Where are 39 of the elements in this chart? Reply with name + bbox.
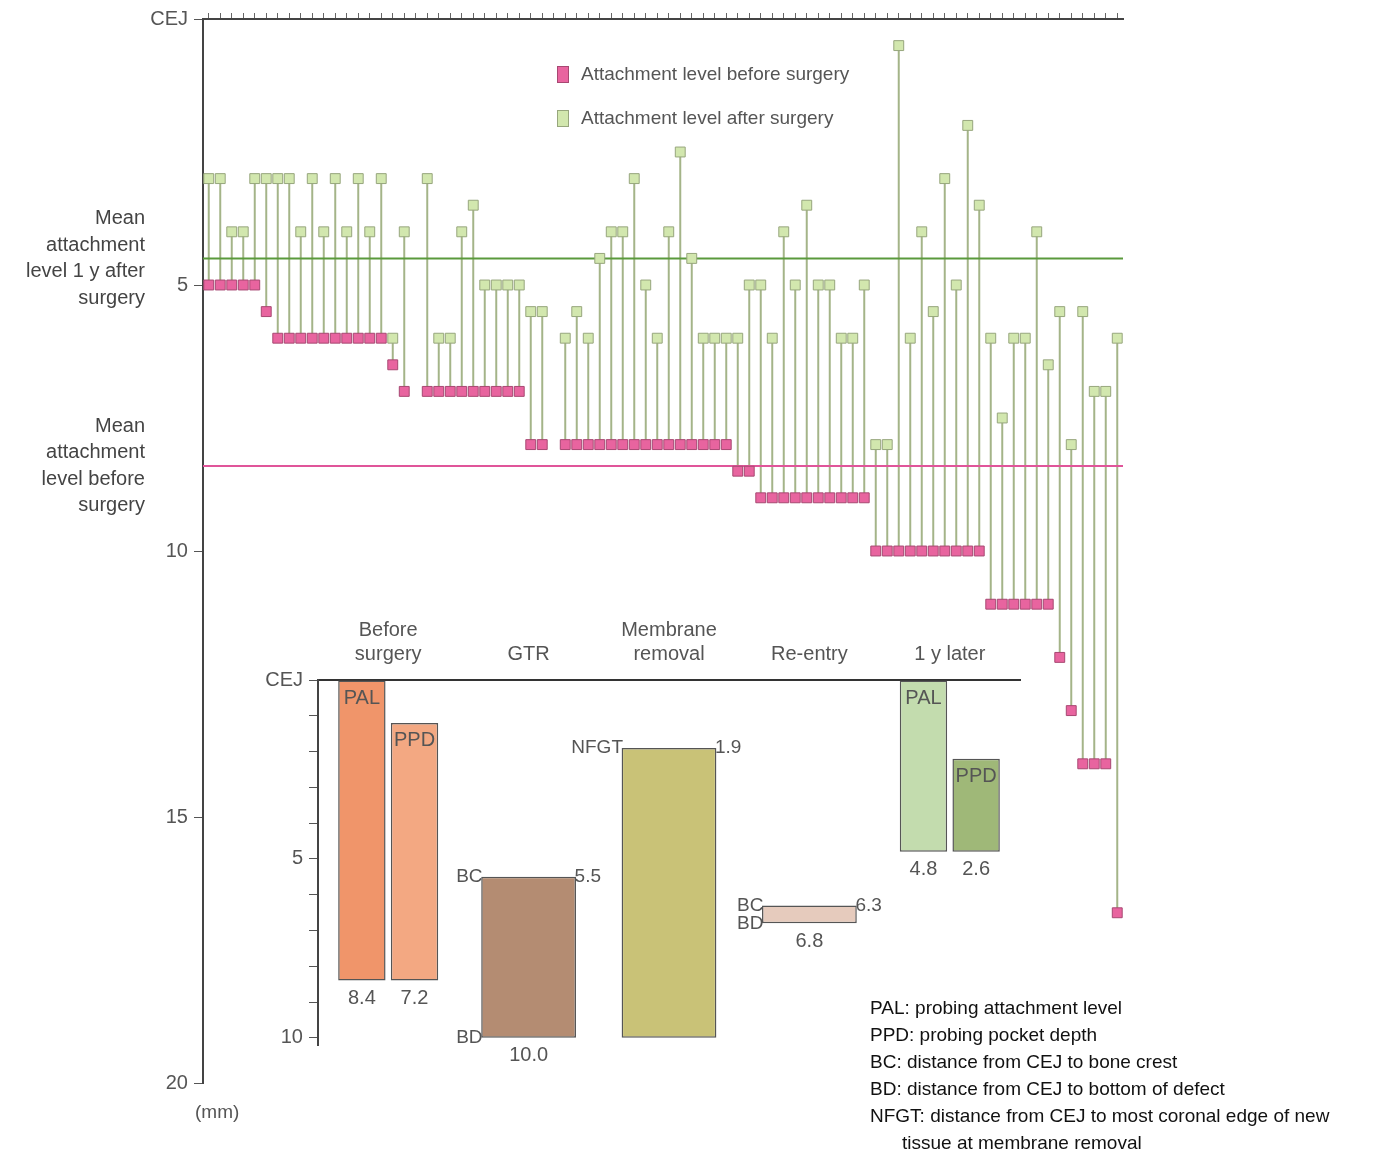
annotation: PAL: probing attachment level [870,996,1124,1020]
data-label: 6.8 [795,928,824,951]
y-tick-label: 20 [165,1070,188,1093]
y-tick-label: 10 [280,1025,303,1048]
text: (mm) [195,1101,240,1123]
annotation: NFGT [571,736,624,758]
x-tick-label: Re-entry [771,641,848,664]
annotation: BD [456,1026,483,1048]
text: PAL [905,686,942,709]
x-tick-label: 1 y later [914,641,986,664]
ref-line-label: Mean attachment level 1 y after surgery [26,206,146,308]
x-tick-label: Before surgery [354,617,422,664]
legend-label: Attachment level after surgery [581,107,834,129]
series-label: PAL [343,686,381,709]
y-tick-label: CEJ [150,6,188,29]
x-tick-label: Membrane removal [621,617,717,664]
x-tick-label: GTR [507,641,550,664]
annotation: PPD: probing pocket depth [870,1023,1099,1047]
data-label: 4.8 [909,857,938,880]
ref-line-label: Mean attachment level before surgery [41,413,146,516]
text: PPD [955,764,997,787]
y-tick-label: 5 [291,846,303,869]
y-tick-label: CEJ [265,667,303,690]
annotation: BC [456,865,483,887]
data-label: 8.4 [347,986,376,1009]
annotation: 5.5 [574,865,602,887]
annotation: BD: distance from CEJ to bottom of defect [870,1077,1226,1101]
legend-label: Attachment level before surgery [581,63,850,85]
annotation: BC: distance from CEJ to bone crest [870,1050,1179,1074]
data-label: 10.0 [509,1043,549,1066]
data-label: 7.2 [400,986,429,1009]
series-label: PPD [393,728,436,751]
y-tick-label: 10 [165,538,188,561]
y-tick-label: 15 [165,804,188,827]
annotation: 1.9 [715,736,742,758]
y-tick-label: 5 [176,272,188,295]
data-label: 2.6 [962,857,991,880]
annotation: 6.3 [855,893,882,915]
text: NFGT: distance from CEJ to most coronal edge of new tissue at membrane removal [870,1104,1331,1155]
